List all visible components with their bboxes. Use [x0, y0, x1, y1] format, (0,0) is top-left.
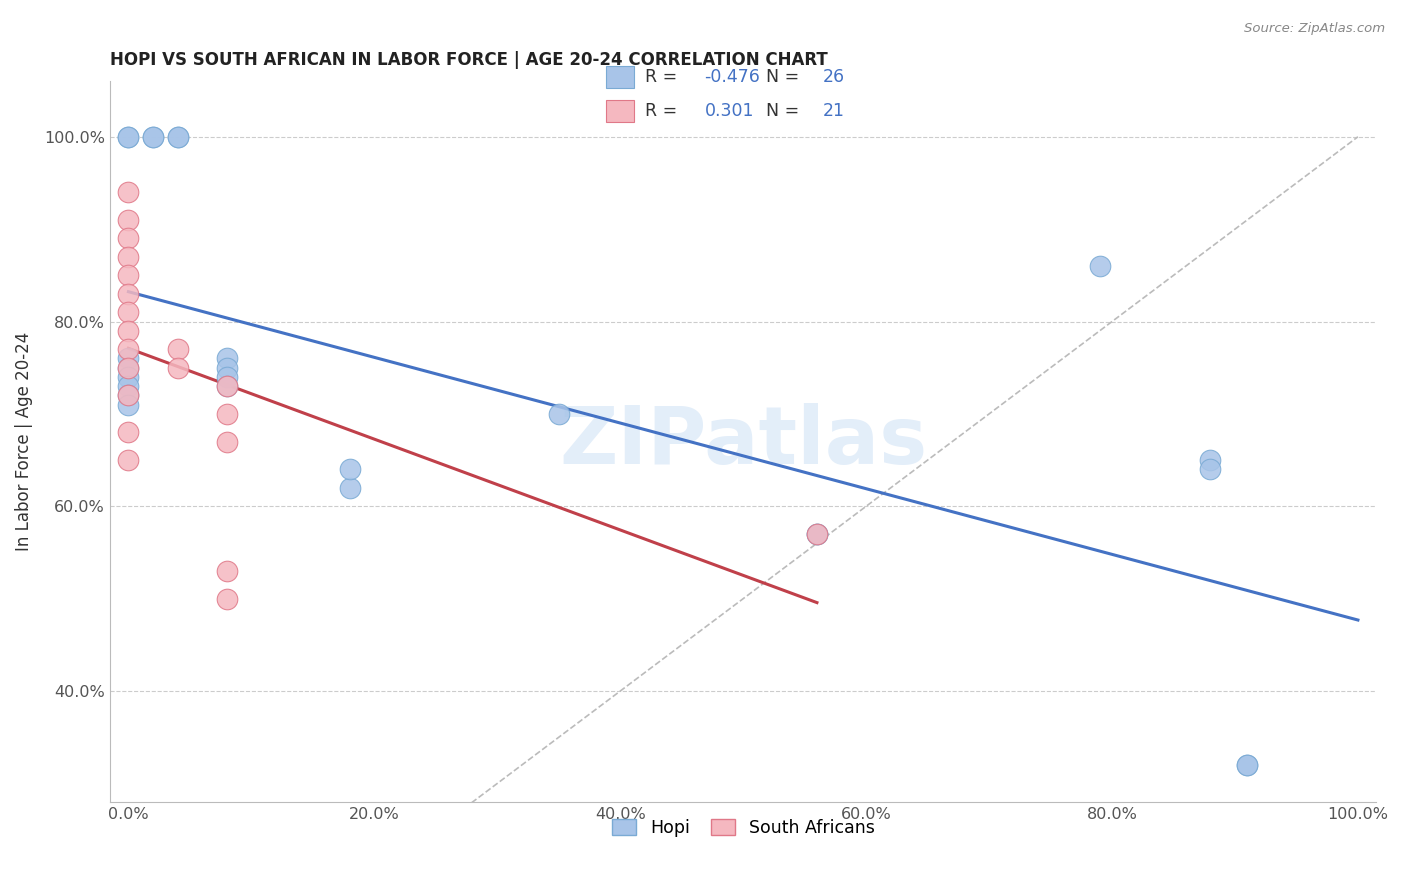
Point	[117, 398, 139, 412]
Text: 0.301: 0.301	[704, 102, 754, 120]
Y-axis label: In Labor Force | Age 20-24: In Labor Force | Age 20-24	[15, 332, 32, 551]
Point	[1199, 453, 1222, 467]
Point	[1236, 758, 1258, 772]
Text: 21: 21	[823, 102, 845, 120]
Point	[117, 388, 139, 402]
Point	[547, 407, 569, 421]
Point	[117, 129, 139, 144]
Point	[117, 213, 139, 227]
Point	[1199, 462, 1222, 476]
Point	[1236, 758, 1258, 772]
Point	[806, 527, 828, 541]
Text: ZIPatlas: ZIPatlas	[560, 402, 928, 481]
Point	[117, 305, 139, 319]
Point	[806, 527, 828, 541]
Text: HOPI VS SOUTH AFRICAN IN LABOR FORCE | AGE 20-24 CORRELATION CHART: HOPI VS SOUTH AFRICAN IN LABOR FORCE | A…	[110, 51, 828, 69]
Point	[1088, 259, 1111, 273]
Point	[142, 129, 165, 144]
Point	[117, 453, 139, 467]
Text: Source: ZipAtlas.com: Source: ZipAtlas.com	[1244, 22, 1385, 36]
Point	[806, 527, 828, 541]
Point	[117, 360, 139, 375]
Point	[117, 129, 139, 144]
Point	[215, 379, 238, 393]
Point	[117, 185, 139, 199]
FancyBboxPatch shape	[606, 66, 634, 87]
Point	[339, 462, 361, 476]
Point	[117, 370, 139, 384]
Text: R =: R =	[645, 68, 683, 86]
Point	[117, 250, 139, 264]
Text: R =: R =	[645, 102, 683, 120]
Point	[166, 129, 188, 144]
Point	[215, 564, 238, 578]
Point	[215, 407, 238, 421]
Point	[117, 231, 139, 245]
Point	[215, 379, 238, 393]
Text: N =: N =	[766, 102, 806, 120]
Point	[117, 388, 139, 402]
Point	[117, 268, 139, 283]
Point	[215, 370, 238, 384]
FancyBboxPatch shape	[606, 100, 634, 122]
Text: -0.476: -0.476	[704, 68, 761, 86]
Point	[339, 481, 361, 495]
Text: N =: N =	[766, 68, 806, 86]
Point	[215, 434, 238, 449]
Point	[117, 425, 139, 440]
Point	[117, 343, 139, 357]
Point	[215, 591, 238, 606]
Point	[117, 360, 139, 375]
Point	[142, 129, 165, 144]
Point	[117, 286, 139, 301]
Point	[166, 343, 188, 357]
Point	[117, 379, 139, 393]
Point	[215, 351, 238, 366]
Text: 26: 26	[823, 68, 845, 86]
Point	[166, 129, 188, 144]
Point	[117, 324, 139, 338]
Point	[117, 351, 139, 366]
Point	[166, 360, 188, 375]
Point	[215, 360, 238, 375]
Legend: Hopi, South Africans: Hopi, South Africans	[605, 812, 882, 844]
